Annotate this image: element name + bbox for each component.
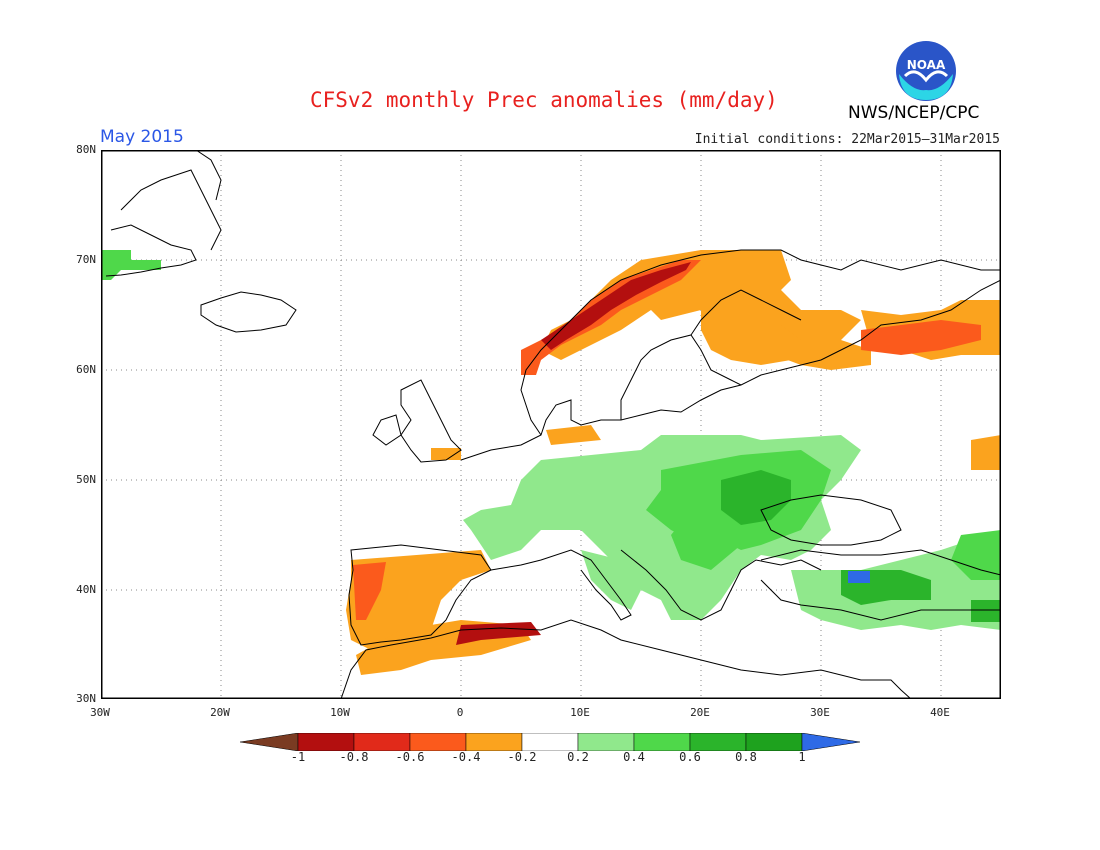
cbar-label-02: 0.2 <box>567 750 589 764</box>
africa-coast <box>340 619 912 699</box>
cbar-bin-6 <box>577 733 635 751</box>
cbar-bin-4 <box>465 733 523 751</box>
lon-label-30e: 30E <box>810 706 830 719</box>
caucasus-wet-area <box>951 530 1001 580</box>
north-africa-dry-core <box>456 622 541 645</box>
turkey-coast <box>760 549 1001 621</box>
cbar-label-m06: -0.6 <box>395 750 425 764</box>
color-scale-bar <box>240 733 860 751</box>
cbar-label-m04: -0.4 <box>451 750 481 764</box>
cbar-bin-9 <box>745 733 803 751</box>
lat-label-30n: 30N <box>76 692 96 705</box>
lon-label-20e: 20E <box>690 706 710 719</box>
lon-label-0: 0 <box>456 706 464 719</box>
britain-coast <box>372 379 462 463</box>
cbar-label-08: 0.8 <box>735 750 757 764</box>
cbar-below-arrow <box>240 733 299 751</box>
uk-dry-patch <box>431 448 461 460</box>
iberia-dry-core <box>353 562 386 620</box>
iceland-coast <box>200 291 297 333</box>
lon-label-30w: 30W <box>90 706 110 719</box>
cbar-bin-2 <box>353 733 411 751</box>
lon-label-10e: 10E <box>570 706 590 719</box>
balkan-wet-core <box>671 510 741 570</box>
black-sea-coast <box>760 494 902 546</box>
cbar-label-m02: -0.2 <box>507 750 537 764</box>
lon-label-20w: 20W <box>210 706 230 719</box>
lat-label-50n: 50N <box>76 473 96 486</box>
east-turkey-wet-cell <box>971 600 1001 622</box>
lat-label-40n: 40N <box>76 583 96 596</box>
cbar-label-1: 1 <box>798 750 806 764</box>
noaa-logo-icon: NOAA <box>896 41 956 101</box>
agency-label: NWS/NCEP/CPC <box>848 103 980 123</box>
russia-dry-core <box>861 320 981 355</box>
coastlines <box>105 150 1001 699</box>
noaa-logo-text: NOAA <box>907 58 946 72</box>
initial-conditions: Initial conditions: 22Mar2015–31Mar2015 <box>694 132 1000 147</box>
cbar-bin-5 <box>521 733 579 751</box>
norway-dry-strip <box>521 260 701 375</box>
forecast-month: May 2015 <box>100 127 184 147</box>
baltic-coast <box>620 289 802 420</box>
europe-coast <box>460 249 1001 461</box>
cbar-bin-7 <box>633 733 691 751</box>
cbar-bin-8 <box>689 733 747 751</box>
cbar-label-m08: -0.8 <box>339 750 369 764</box>
map-frame <box>101 150 1001 699</box>
cbar-above-arrow <box>801 733 860 751</box>
lon-label-10w: 10W <box>330 706 350 719</box>
lat-label-70n: 70N <box>76 253 96 266</box>
finland-dry-area <box>701 310 801 365</box>
greenland-wet-area <box>101 250 161 280</box>
lon-label-40e: 40E <box>930 706 950 719</box>
norway-dry-core <box>541 262 691 350</box>
anomaly-map <box>101 150 1001 699</box>
east-dry-patch <box>971 435 1001 470</box>
mediterranean-coast <box>490 549 822 621</box>
romania-wet-core <box>721 470 791 525</box>
cbar-label-m1: -1 <box>290 750 306 764</box>
italy-wet-area <box>581 550 641 610</box>
cbar-label-04: 0.4 <box>623 750 645 764</box>
turkey-max-wet-cell <box>848 571 870 583</box>
cbar-bin-1 <box>297 733 355 751</box>
denmark-dry-patch <box>546 425 601 445</box>
iberia-coast <box>348 544 492 646</box>
lat-label-60n: 60N <box>76 363 96 376</box>
lat-label-80n: 80N <box>76 143 96 156</box>
cbar-bin-3 <box>409 733 467 751</box>
cbar-label-06: 0.6 <box>679 750 701 764</box>
greenland-coast <box>105 150 222 277</box>
map-title: CFSv2 monthly Prec anomalies (mm/day) <box>310 88 778 112</box>
negative-anomalies <box>346 250 1001 675</box>
